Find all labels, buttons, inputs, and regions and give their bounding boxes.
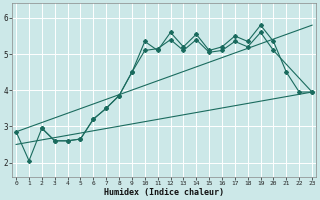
X-axis label: Humidex (Indice chaleur): Humidex (Indice chaleur) [104,188,224,197]
